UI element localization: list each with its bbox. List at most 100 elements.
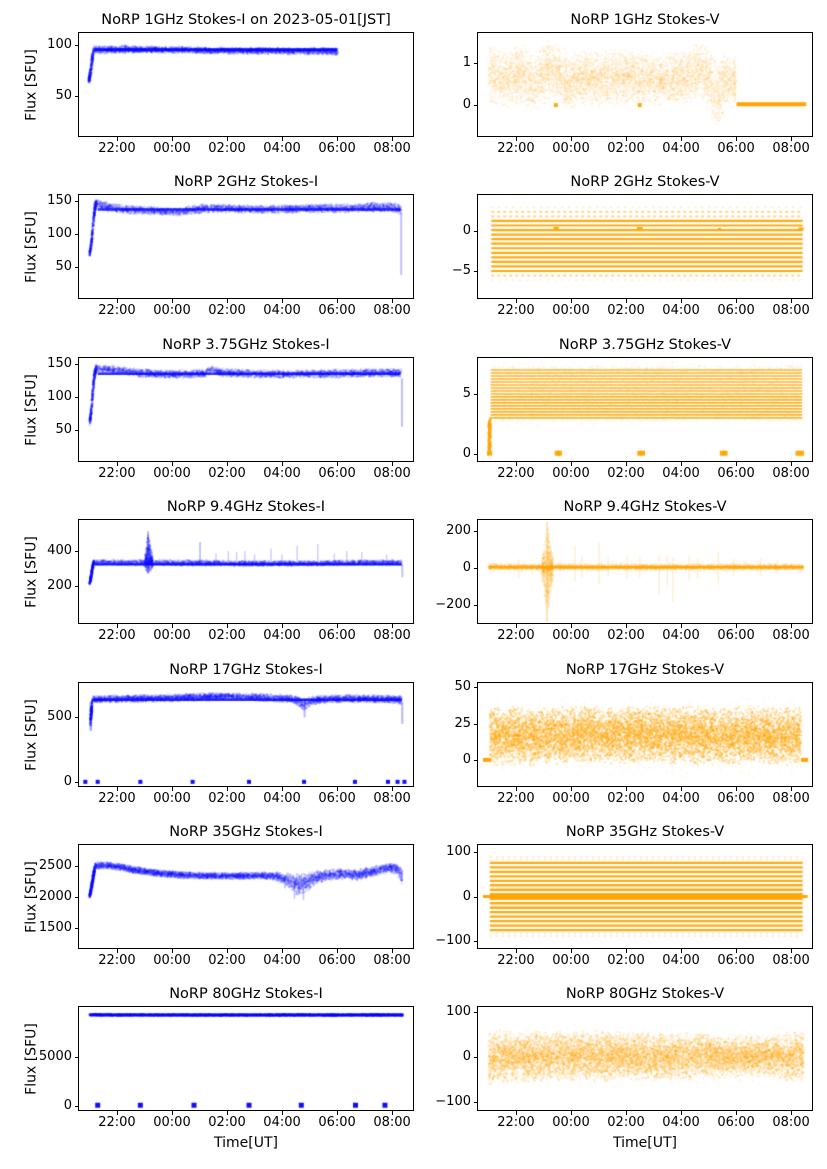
x-tick: [282, 299, 284, 303]
x-tick-label: 22:00: [98, 953, 136, 968]
y-tick: [75, 1105, 79, 1107]
y-tick: [75, 782, 79, 784]
x-tick: [515, 949, 517, 953]
x-tick: [392, 787, 394, 791]
x-tick: [570, 787, 572, 791]
x-tick: [227, 1111, 229, 1115]
x-tick: [227, 624, 229, 628]
y-tick: [474, 687, 478, 689]
y-tick-label: 5000: [38, 1049, 72, 1065]
y-tick: [75, 897, 79, 899]
y-tick: [75, 363, 79, 365]
x-tick-label: 08:00: [772, 953, 810, 968]
subplot-title: NoRP 3.75GHz Stokes-I: [162, 337, 330, 353]
x-tick: [116, 949, 118, 953]
x-tick-label: 22:00: [98, 466, 136, 481]
y-tick: [474, 1057, 478, 1059]
x-tick: [570, 462, 572, 466]
subplot-title: NoRP 2GHz Stokes-I: [173, 174, 319, 190]
y-tick-label: 100: [47, 225, 72, 241]
y-tick: [474, 105, 478, 107]
x-tick-label: 02:00: [208, 466, 246, 481]
x-tick: [626, 299, 628, 303]
y-tick-label: 25: [454, 715, 471, 731]
x-tick: [392, 137, 394, 141]
x-tick: [570, 1111, 572, 1115]
x-tick-label: 06:00: [318, 953, 356, 968]
x-tick-label: 22:00: [497, 141, 535, 156]
x-tick: [626, 462, 628, 466]
y-tick: [474, 453, 478, 455]
x-tick-label: 04:00: [263, 466, 301, 481]
x-tick: [116, 299, 118, 303]
y-tick-label: 0: [462, 97, 471, 113]
y-tick: [474, 896, 478, 898]
x-tick: [681, 949, 683, 953]
plot-area: [477, 32, 813, 137]
x-tick: [626, 624, 628, 628]
x-tick-label: 22:00: [497, 791, 535, 806]
x-tick-label: 00:00: [552, 466, 590, 481]
x-tick: [171, 949, 173, 953]
y-tick: [75, 233, 79, 235]
x-tick-label: 22:00: [98, 141, 136, 156]
x-tick: [171, 299, 173, 303]
x-tick: [515, 787, 517, 791]
x-tick-label: 00:00: [153, 466, 191, 481]
x-tick-label: 04:00: [263, 953, 301, 968]
y-tick: [75, 429, 79, 431]
x-tick-label: 22:00: [497, 466, 535, 481]
x-tick-label: 06:00: [717, 628, 755, 643]
y-tick-label: 150: [47, 192, 72, 208]
x-tick: [570, 137, 572, 141]
y-tick: [75, 45, 79, 47]
x-tick-label: 06:00: [318, 628, 356, 643]
x-tick-label: 08:00: [772, 303, 810, 318]
x-tick-label: 22:00: [98, 1115, 136, 1130]
x-tick-label: 02:00: [607, 303, 645, 318]
x-tick-label: 04:00: [662, 628, 700, 643]
subplot-title: NoRP 2GHz Stokes-V: [570, 174, 720, 190]
x-tick-label: 02:00: [208, 628, 246, 643]
y-tick: [474, 723, 478, 725]
data-canvas: [79, 845, 413, 948]
subplot-title: NoRP 80GHz Stokes-I: [169, 986, 323, 1002]
x-tick-label: 00:00: [153, 791, 191, 806]
subplot-title: NoRP 80GHz Stokes-V: [565, 986, 725, 1002]
x-tick-label: 22:00: [497, 628, 535, 643]
y-tick: [75, 551, 79, 552]
x-tick: [282, 462, 284, 466]
x-tick: [515, 137, 517, 141]
x-tick-label: 06:00: [318, 466, 356, 481]
data-canvas: [79, 195, 413, 298]
x-tick-label: 04:00: [263, 628, 301, 643]
x-tick: [791, 299, 793, 303]
x-tick: [791, 624, 793, 628]
x-tick: [736, 137, 738, 141]
x-tick: [736, 787, 738, 791]
y-tick: [474, 530, 478, 532]
x-tick-label: 06:00: [318, 141, 356, 156]
x-tick-label: 00:00: [552, 791, 590, 806]
x-tick-label: 04:00: [662, 466, 700, 481]
x-tick-label: 00:00: [153, 628, 191, 643]
y-tick: [75, 266, 79, 268]
x-tick-label: 06:00: [717, 466, 755, 481]
y-tick: [474, 604, 478, 606]
data-canvas: [478, 1007, 812, 1110]
y-axis-label: Flux [SFU]: [23, 373, 40, 446]
x-tick-label: 04:00: [662, 303, 700, 318]
plot-area: [78, 682, 414, 787]
x-tick: [337, 137, 339, 141]
x-tick: [337, 624, 339, 628]
x-tick-label: 04:00: [662, 1115, 700, 1130]
x-tick: [227, 299, 229, 303]
x-tick-label: 02:00: [607, 628, 645, 643]
x-tick-label: 02:00: [208, 1115, 246, 1130]
